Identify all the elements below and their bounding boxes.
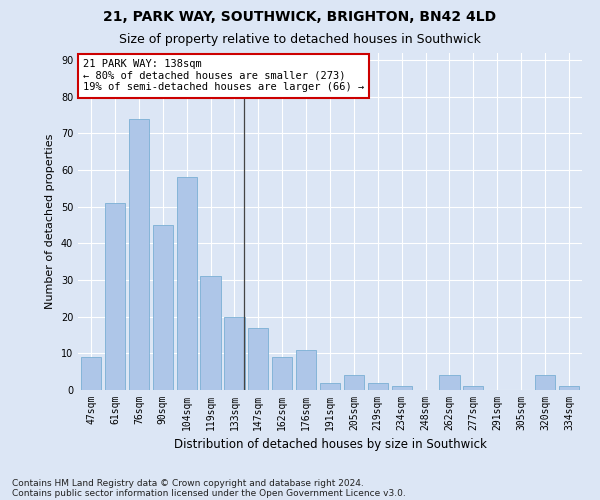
Bar [129, 118, 149, 390]
Bar [176, 177, 197, 390]
Bar [272, 357, 292, 390]
Text: 21 PARK WAY: 138sqm
← 80% of detached houses are smaller (273)
19% of semi-detac: 21 PARK WAY: 138sqm ← 80% of detached ho… [83, 59, 364, 92]
Bar [81, 357, 101, 390]
Text: 21, PARK WAY, SOUTHWICK, BRIGHTON, BN42 4LD: 21, PARK WAY, SOUTHWICK, BRIGHTON, BN42 … [103, 10, 497, 24]
Bar [535, 376, 555, 390]
Y-axis label: Number of detached properties: Number of detached properties [45, 134, 55, 309]
Bar [368, 382, 388, 390]
Bar [392, 386, 412, 390]
Text: Size of property relative to detached houses in Southwick: Size of property relative to detached ho… [119, 32, 481, 46]
Bar [248, 328, 268, 390]
Bar [559, 386, 579, 390]
X-axis label: Distribution of detached houses by size in Southwick: Distribution of detached houses by size … [173, 438, 487, 452]
Bar [320, 382, 340, 390]
Bar [296, 350, 316, 390]
Text: Contains public sector information licensed under the Open Government Licence v3: Contains public sector information licen… [12, 488, 406, 498]
Text: Contains HM Land Registry data © Crown copyright and database right 2024.: Contains HM Land Registry data © Crown c… [12, 478, 364, 488]
Bar [200, 276, 221, 390]
Bar [344, 376, 364, 390]
Bar [439, 376, 460, 390]
Bar [224, 316, 245, 390]
Bar [105, 203, 125, 390]
Bar [152, 225, 173, 390]
Bar [463, 386, 484, 390]
